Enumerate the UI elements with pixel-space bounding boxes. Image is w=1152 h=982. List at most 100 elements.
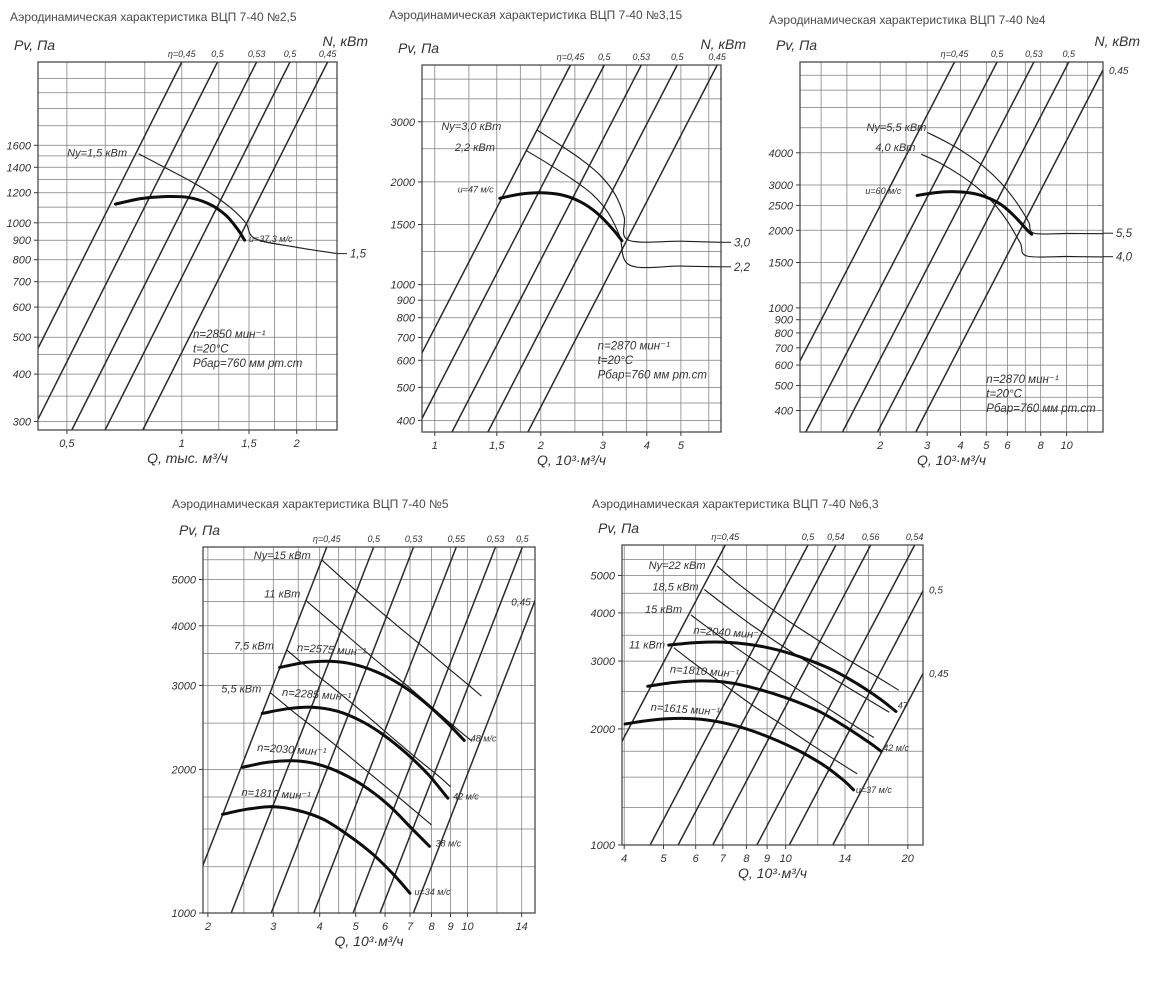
eta-label: 0,53	[405, 534, 423, 544]
efficiency-line	[527, 65, 718, 432]
eta-label: 0,5	[598, 52, 612, 62]
chart-title: Аэродинамическая характеристика ВЦП 7-40…	[769, 13, 1046, 27]
eta-label: η=0,45	[941, 49, 970, 59]
x-tick-label: 14	[516, 921, 528, 933]
x-tick-label: 10	[461, 921, 474, 933]
curve-label: u=37,3 м/с	[249, 234, 293, 244]
x-tick-label: 3	[600, 440, 607, 452]
curve-label: 11 кВт	[264, 589, 300, 601]
plot-border	[621, 544, 924, 846]
y-tick-label: 1000	[591, 840, 616, 852]
curve-label: Ny=15 кВт	[254, 550, 311, 562]
efficiency-line	[649, 545, 809, 845]
y-tick-label: 900	[775, 315, 794, 327]
y-tick-label: 1000	[7, 218, 32, 230]
fan-curve	[278, 659, 466, 742]
info-line: n=2870 мин⁻¹	[598, 341, 671, 353]
eta-label: 0,53	[633, 52, 651, 62]
n-scale-label: 3,0	[734, 237, 751, 249]
y-tick-label: 2000	[768, 225, 794, 237]
power-curve	[321, 559, 482, 697]
power-curve	[673, 647, 858, 775]
chart-vcp-7-40-no3-15: Аэродинамическая характеристика ВЦП 7-40…	[384, 6, 756, 480]
x-tick-label: 7	[720, 853, 727, 865]
fan-curve	[498, 191, 624, 243]
eta-label: 0,5	[802, 532, 816, 542]
efficiency-lines	[622, 545, 923, 845]
efficiency-line	[230, 547, 375, 913]
curve-label: n=2030 мин⁻¹	[257, 742, 327, 759]
efficiency-line	[876, 62, 1070, 432]
y-tick-label: 400	[397, 415, 416, 427]
chart-vcp-7-40-no5: Аэродинамическая характеристика ВЦП 7-40…	[160, 492, 592, 980]
power-curve	[286, 649, 451, 788]
x-axis-title: Q, 10³·м³/ч	[537, 452, 606, 468]
efficiency-lines	[422, 65, 718, 432]
efficiency-lines	[800, 62, 1103, 432]
curve-label: 4,0 кВт	[875, 142, 915, 154]
power-curve	[920, 153, 1103, 258]
y-tick-label: 2000	[590, 724, 616, 736]
eta-label: 0,53	[248, 49, 266, 59]
curve-label: 7,5 кВт	[234, 640, 274, 652]
curve-label: 47	[898, 701, 909, 711]
curve-label: 15 кВт	[645, 604, 682, 616]
y-axis-title: Pv, Па	[14, 37, 55, 53]
chart-title: Аэродинамическая характеристика ВЦП 7-40…	[592, 497, 879, 511]
info-line: Рбар=760 мм рт.ст	[598, 370, 708, 382]
curve-label: 38 м/с	[436, 838, 462, 848]
y-tick-label: 500	[775, 381, 794, 393]
n-axis-title: N, кВт	[1095, 33, 1141, 49]
eta-label: 0,45	[1109, 66, 1129, 77]
y-tick-label: 4000	[172, 621, 197, 633]
n-scale-label: 5,5	[1116, 228, 1133, 240]
curve-label: 48 м/с	[471, 733, 497, 743]
eta-label: 0,56	[862, 532, 880, 542]
info-line: n=2870 мин⁻¹	[986, 374, 1059, 386]
efficiency-line	[379, 547, 524, 913]
curve-label: 2,2 кВт	[454, 142, 495, 154]
eta-label: 0,5	[1063, 49, 1077, 59]
x-axis-title: Q, 10³·м³/ч	[335, 933, 404, 949]
plot-border	[37, 61, 338, 431]
y-tick-label: 800	[397, 313, 416, 325]
y-tick-label: 700	[775, 343, 794, 355]
fan-curve	[221, 805, 412, 895]
y-tick-label: 2500	[768, 200, 794, 212]
eta-label: 0,45	[511, 598, 531, 609]
axis-ticks	[796, 152, 1068, 436]
x-tick-label: 5	[983, 440, 990, 452]
efficiency-line	[712, 545, 872, 845]
x-tick-label: 8	[743, 853, 750, 865]
y-tick-label: 1500	[391, 220, 416, 232]
efficiency-line	[487, 65, 678, 432]
n-scale-label: 4,0	[1116, 252, 1133, 264]
x-tick-label: 8	[428, 921, 435, 933]
fan-curve	[260, 705, 450, 800]
efficiency-line	[756, 545, 916, 845]
y-tick-label: 900	[397, 295, 416, 307]
n-axis-title: N, кВт	[701, 36, 747, 52]
x-tick-label: 1,5	[241, 438, 257, 450]
y-tick-label: 1000	[391, 280, 416, 292]
y-tick-label: 5000	[591, 571, 616, 583]
efficiency-line	[352, 547, 497, 913]
fan-curves	[221, 659, 466, 895]
x-tick-label: 20	[901, 853, 915, 865]
curve-label: 11 кВт	[629, 640, 665, 652]
eta-label: 0,53	[1025, 49, 1043, 59]
fan-curve	[623, 716, 856, 792]
curve-label: 5,5 кВт	[221, 683, 261, 695]
power-curves	[526, 129, 721, 269]
eta-label: 0,5	[991, 49, 1005, 59]
y-tick-label: 3000	[591, 656, 616, 668]
chart-plot: 1 1,5 2 3 4 5 3000 2000 1500 1000 900 800 700 600 500 4…	[390, 36, 751, 468]
y-tick-label: 900	[13, 235, 32, 247]
power-curve	[536, 129, 721, 243]
power-curves	[269, 559, 482, 826]
fan-curve	[113, 194, 247, 242]
y-tick-label: 1200	[7, 188, 32, 200]
info-line: Рбар=760 мм рт.ст	[193, 358, 303, 370]
fan-curves	[915, 190, 1034, 236]
eta-label: 0,54	[827, 532, 845, 542]
